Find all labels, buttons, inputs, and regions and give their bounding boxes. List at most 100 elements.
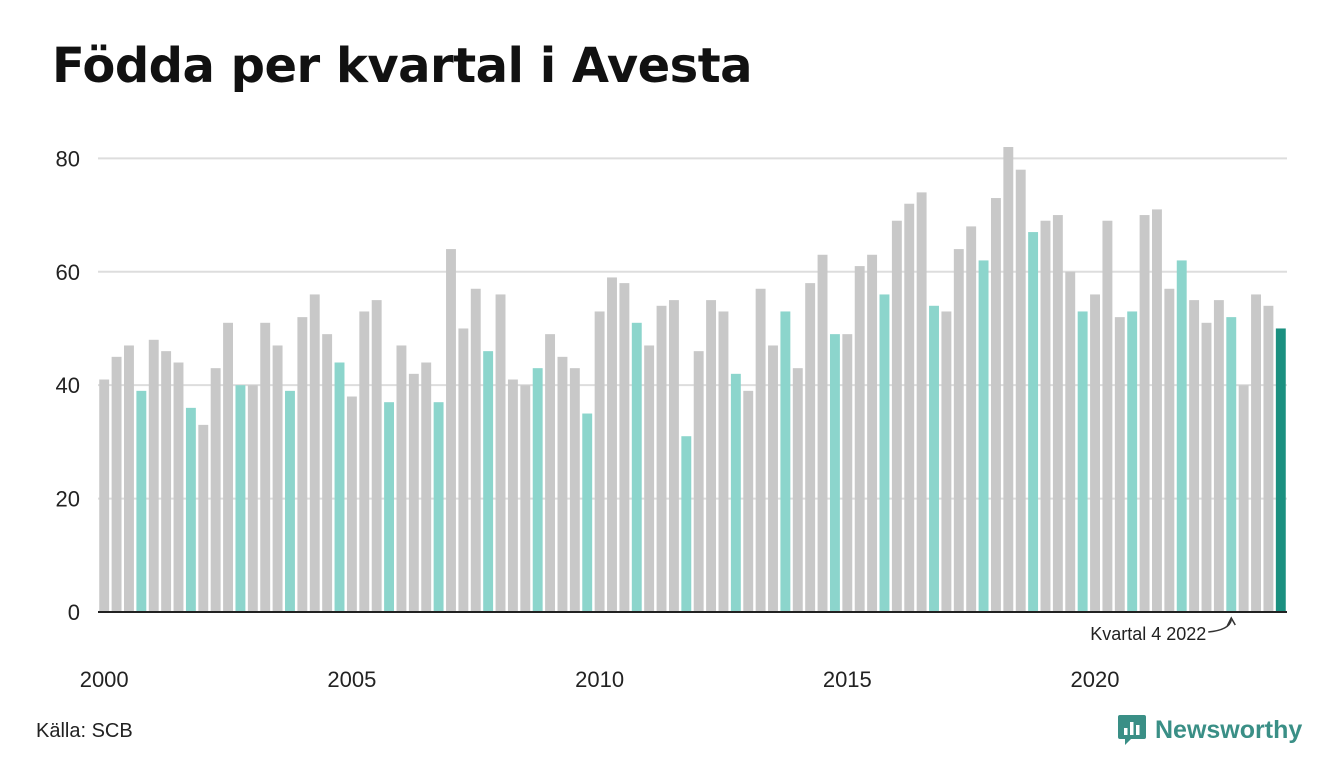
bar	[1238, 385, 1249, 612]
bar	[136, 390, 147, 612]
bar	[111, 356, 122, 612]
bar	[1226, 317, 1237, 612]
bar	[891, 220, 902, 612]
bar	[842, 334, 853, 612]
bar	[421, 362, 432, 612]
bar	[1015, 169, 1026, 612]
bar	[916, 192, 927, 612]
y-tick-label: 0	[68, 600, 80, 625]
bar	[743, 390, 754, 612]
bar	[396, 345, 407, 612]
bar	[507, 379, 518, 612]
bar	[768, 345, 778, 612]
bar	[1201, 322, 1212, 612]
bar	[1003, 147, 1014, 612]
bar	[545, 334, 556, 612]
bar	[1189, 300, 1200, 612]
x-tick-label: 2000	[80, 667, 129, 692]
brand-logo: Newsworthy	[1117, 713, 1302, 747]
bar	[309, 294, 320, 612]
bar	[1040, 220, 1051, 612]
bar	[297, 317, 308, 612]
annotation-label: Kvartal 4 2022	[1090, 624, 1206, 644]
bar	[929, 305, 939, 612]
bar	[185, 407, 196, 612]
annotation: Kvartal 4 2022	[1090, 616, 1236, 644]
bar	[1139, 215, 1150, 612]
bar	[334, 362, 345, 612]
bar	[1151, 209, 1162, 612]
bar	[495, 294, 506, 612]
bar	[520, 385, 531, 612]
bar	[953, 249, 964, 613]
bar	[433, 402, 444, 612]
bar	[817, 254, 828, 613]
bar	[371, 300, 382, 612]
bar	[223, 322, 234, 612]
bar	[458, 328, 469, 612]
bar	[99, 379, 110, 612]
bar	[470, 288, 481, 612]
y-tick-label: 80	[56, 146, 80, 171]
bar	[247, 385, 258, 612]
bar	[408, 373, 419, 612]
y-tick-label: 60	[56, 260, 80, 285]
bar	[619, 283, 630, 612]
bar	[594, 311, 605, 612]
bar	[1028, 232, 1039, 612]
bar	[384, 402, 395, 612]
x-tick-labels: 2000 2005 2010 2015 2020	[80, 667, 1120, 692]
bar	[1251, 294, 1261, 612]
newsworthy-logo-icon	[1118, 715, 1146, 745]
bar	[1127, 311, 1138, 612]
bar	[668, 300, 679, 612]
y-tick-label: 40	[56, 373, 80, 398]
bar	[867, 254, 878, 613]
bar	[990, 198, 1001, 612]
bar	[1102, 220, 1113, 612]
gridlines	[98, 157, 1287, 500]
source-note: Källa: SCB	[36, 720, 133, 742]
bar	[1164, 288, 1175, 612]
bar	[780, 311, 791, 612]
bar	[285, 390, 295, 612]
y-tick-labels: 0 20 40 60 80	[56, 146, 80, 625]
bar	[792, 368, 803, 612]
bar	[706, 300, 717, 612]
bar	[1263, 305, 1274, 612]
bars	[99, 147, 1286, 613]
bar	[582, 413, 593, 612]
bar	[1090, 294, 1100, 612]
bar	[978, 260, 989, 612]
bar	[681, 436, 692, 612]
bar	[854, 266, 865, 612]
annotation-arrow	[1208, 619, 1233, 633]
bar	[879, 294, 890, 612]
bar	[607, 277, 617, 612]
bar	[1213, 300, 1224, 612]
x-tick-label: 2005	[327, 667, 376, 692]
bar	[718, 311, 729, 612]
bar	[941, 311, 952, 612]
bar	[904, 203, 915, 612]
bar	[1176, 260, 1187, 612]
bar	[346, 396, 357, 612]
bar	[1077, 311, 1088, 612]
bar	[198, 424, 209, 612]
bar	[260, 322, 271, 612]
bar	[829, 334, 840, 612]
x-tick-label: 2010	[575, 667, 624, 692]
bar	[124, 345, 134, 612]
bar	[557, 356, 568, 612]
bar	[966, 226, 977, 612]
bar	[1114, 317, 1125, 612]
chart-title: Födda per kvartal i Avesta	[52, 38, 753, 94]
bar	[446, 249, 456, 613]
bar	[805, 283, 816, 612]
bar	[235, 385, 246, 612]
bar	[656, 305, 667, 612]
bar	[644, 345, 655, 612]
bar	[272, 345, 283, 612]
bar	[532, 368, 543, 612]
